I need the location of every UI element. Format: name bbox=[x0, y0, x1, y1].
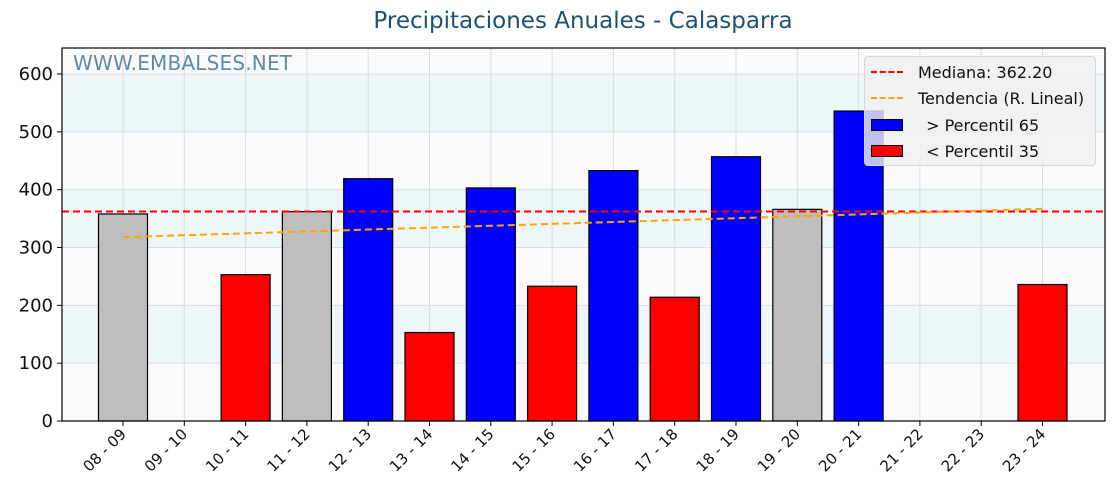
x-tick-label: 22 - 23 bbox=[938, 425, 988, 475]
x-tick-label: 11 - 12 bbox=[263, 425, 313, 475]
y-tick-label: 300 bbox=[19, 238, 53, 259]
axes-frame bbox=[61, 47, 1106, 422]
legend-label: < Percentil 35 bbox=[921, 141, 1040, 161]
x-tick-label: 17 - 18 bbox=[631, 425, 681, 475]
y-tick-label: 100 bbox=[19, 353, 53, 374]
bar-16-17 bbox=[588, 169, 639, 422]
bar-18-19 bbox=[710, 156, 762, 422]
x-tick-label: 18 - 19 bbox=[693, 425, 743, 475]
bar-15-16 bbox=[526, 285, 578, 422]
y-tick-label: 200 bbox=[19, 295, 53, 316]
bar-19-20 bbox=[772, 208, 823, 422]
y-tick-label: 600 bbox=[19, 64, 53, 85]
legend-item-above-p65: > Percentil 65 bbox=[871, 114, 1039, 136]
legend-label: Tendencia (R. Lineal) bbox=[918, 88, 1085, 108]
chart-legend: Mediana: 362.20 Tendencia (R. Lineal) > … bbox=[864, 56, 1096, 166]
bar-17-18 bbox=[649, 296, 700, 422]
x-tick-label: 16 - 17 bbox=[570, 425, 620, 475]
x-tick-label: 21 - 22 bbox=[876, 425, 926, 475]
x-tick-label: 13 - 14 bbox=[386, 425, 436, 475]
legend-label: > Percentil 65 bbox=[921, 115, 1040, 135]
y-tick-label: 0 bbox=[42, 411, 53, 432]
y-tick-label: 500 bbox=[19, 122, 53, 143]
dashed-line-icon bbox=[871, 97, 903, 99]
legend-item-median: Mediana: 362.20 bbox=[871, 61, 1052, 83]
legend-item-below-p35: < Percentil 35 bbox=[871, 140, 1039, 162]
bar-12-13 bbox=[343, 178, 394, 422]
x-tick-label: 20 - 21 bbox=[815, 425, 865, 475]
grid-band bbox=[62, 189, 1105, 248]
color-patch-icon bbox=[871, 119, 903, 131]
x-tick-label: 08 - 09 bbox=[80, 425, 130, 475]
grid-band bbox=[62, 305, 1105, 364]
bar-11-12 bbox=[281, 211, 332, 422]
chart-title: Precipitaciones Anuales - Calasparra bbox=[373, 8, 793, 34]
x-tick-label: 23 - 24 bbox=[999, 425, 1049, 475]
legend-item-trend: Tendencia (R. Lineal) bbox=[871, 87, 1084, 109]
x-tick-label: 15 - 16 bbox=[509, 425, 559, 475]
x-tick-label: 09 - 10 bbox=[141, 425, 191, 475]
bar-10-11 bbox=[220, 274, 271, 422]
bar-13-14 bbox=[404, 331, 455, 422]
x-tick-label: 12 - 13 bbox=[325, 425, 375, 475]
legend-label: Mediana: 362.20 bbox=[918, 62, 1053, 82]
x-tick-label: 19 - 20 bbox=[754, 425, 804, 475]
watermark-text: WWW.EMBALSES.NET bbox=[73, 51, 293, 75]
bar-14-15 bbox=[465, 187, 516, 422]
bar-23-24 bbox=[1017, 283, 1068, 422]
y-tick-label: 400 bbox=[19, 180, 53, 201]
x-tick-label: 14 - 15 bbox=[447, 425, 497, 475]
dashed-line-icon bbox=[871, 71, 903, 73]
bar-08-09 bbox=[97, 213, 149, 422]
x-tick-label: 10 - 11 bbox=[202, 425, 252, 475]
color-patch-icon bbox=[871, 145, 903, 157]
